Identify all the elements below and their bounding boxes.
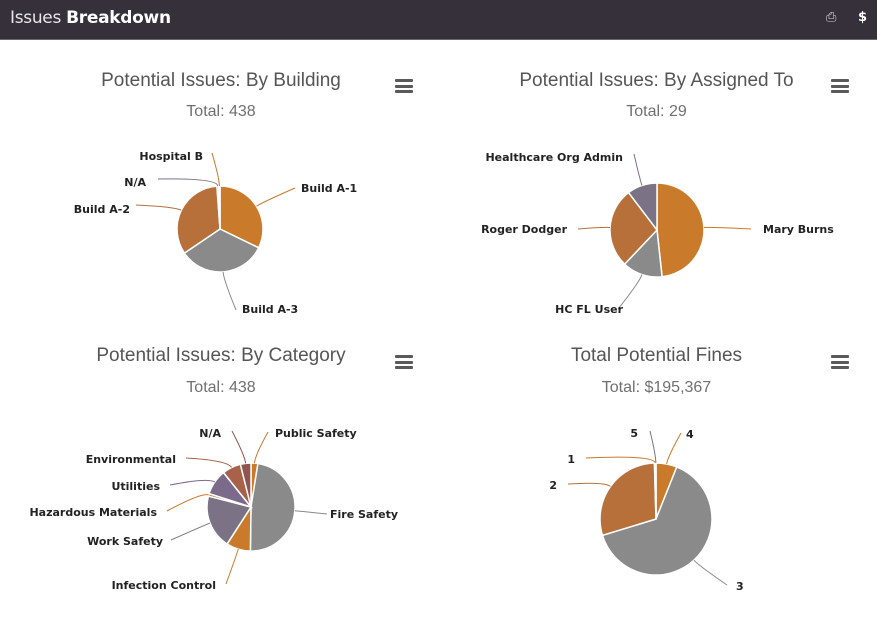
pie-data-label: 4 [686,428,694,441]
chart-title: Potential Issues: By Building [101,70,341,91]
pie-connector [585,456,656,464]
chart-title: Potential Issues: By Category [96,345,346,366]
pie-data-label: Build A-1 [301,182,357,195]
pie-connector [666,432,682,465]
pie-data-label: Build A-2 [74,203,130,216]
pie-data-label: Healthcare Org Admin [485,151,623,164]
pie-data-label: N/A [199,427,221,440]
pie-connector [567,482,611,487]
pie-slice[interactable] [609,191,658,266]
pie-data-label: Fire Safety [330,508,398,521]
pie-connector [693,559,728,586]
pie-data-label: Public Safety [275,427,357,440]
chart-menu-icon[interactable] [395,79,413,93]
pie-slice[interactable] [217,185,221,230]
print-icon[interactable]: ⎙ [826,10,837,25]
chart-subtitle: Total: 438 [186,103,256,120]
pie-slice[interactable] [249,462,296,552]
pie-connector [135,204,182,211]
page-title: Issues Breakdown [10,8,171,28]
chart-by-assigned-to: Potential Issues: By Assigned To Total: … [440,40,877,330]
pie-slice[interactable] [656,182,705,278]
pie-connector [166,494,209,512]
chart-menu-icon[interactable] [395,355,413,369]
dollar-icon[interactable]: $ [858,10,868,25]
pie-data-label: HC FL User [555,303,623,316]
pie-data-label: 2 [549,479,557,492]
pie-connector [294,510,328,515]
pie-data-label: 5 [630,427,638,440]
chart-menu-icon[interactable] [831,79,849,93]
pie-slice[interactable] [239,462,252,508]
pie-data-label: Roger Dodger [481,223,568,236]
pie-slice[interactable] [627,182,658,233]
pie-data-label: Work Safety [87,535,163,548]
pie-slice[interactable] [176,185,221,255]
pie-connector [256,187,296,207]
pie-connector [649,430,657,464]
pie-slice[interactable] [601,466,713,576]
pie-connector [225,548,239,585]
pie-data-label: Infection Control [112,579,216,592]
pie-connector [169,479,216,486]
pie-slice[interactable] [599,462,657,537]
page-title-bold: Breakdown [66,8,171,28]
pie-data-label: 3 [736,580,744,593]
chart-title: Total Potential Fines [570,345,743,366]
pie-connector [633,153,643,186]
pie-connector [253,431,269,464]
pie-connector [170,522,211,541]
pie-connector [703,226,752,230]
chart-subtitle: Total: $195,367 [601,379,712,396]
pie-data-label: Mary Burns [763,223,834,236]
pie-data-label: Hazardous Materials [29,506,157,519]
chart-menu-icon[interactable] [831,355,849,369]
pie-data-label: Hospital B [139,150,203,163]
pie-connector [617,274,643,310]
pie-connector [231,430,247,464]
pie-slice[interactable] [219,185,264,249]
pie-slice[interactable] [183,228,260,273]
pie-connector [222,271,237,311]
pie-data-label: Utilities [111,480,160,493]
pie-connector [577,226,611,230]
chart-title: Potential Issues: By Assigned To [519,70,794,91]
chart-by-building: Potential Issues: By Building Total: 438 [0,40,440,330]
pie-data-label: N/A [124,176,146,189]
top-bar: Issues Breakdown ⎙ $ [0,0,877,40]
page-title-light: Issues [10,8,62,28]
chart-total-fines: Total Potential Fines Total: $195,367 [440,318,877,618]
pie-data-label: Environmental [86,453,176,466]
chart-subtitle: Total: 438 [186,379,256,396]
chart-by-category: Potential Issues: By Category Total: 438 [0,318,440,618]
pie-connector [211,152,220,187]
pie-connector [157,178,219,187]
pie-data-label: 1 [567,453,575,466]
chart-subtitle: Total: 29 [626,103,687,120]
pie-data-label: Build A-3 [242,303,298,316]
pie-connector [185,457,232,468]
